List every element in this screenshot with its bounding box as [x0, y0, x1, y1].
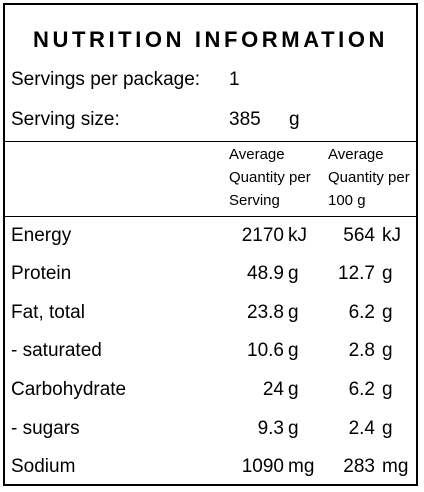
nutrient-label: Carbohydrate — [11, 379, 127, 400]
serving-unit: g — [288, 302, 299, 323]
per100-value: 12.7 — [338, 263, 375, 284]
header-per-100g-line1: Average — [328, 146, 384, 163]
per100-unit: g — [382, 379, 393, 400]
serving-unit: g — [288, 418, 299, 439]
divider-bottom — [5, 216, 416, 217]
panel-title: NUTRITION INFORMATION — [32, 27, 389, 52]
divider-top — [5, 141, 416, 142]
per100-value: 6.2 — [348, 379, 375, 400]
header-per-100g-line2: Quantity per — [328, 169, 410, 186]
serving-unit: g — [288, 379, 299, 400]
servings-per-package-label: Servings per package: — [11, 69, 201, 90]
serving-size-label: Serving size: — [11, 109, 120, 130]
serving-value: 24 — [262, 379, 284, 400]
serving-value: 23.8 — [247, 302, 284, 323]
nutrient-label: Sodium — [11, 456, 76, 477]
nutrient-label: Fat, total — [11, 302, 85, 323]
header-per-serving-line3: Serving — [229, 192, 280, 209]
serving-value: 48.9 — [247, 263, 284, 284]
serving-unit: mg — [288, 456, 315, 477]
header-per-serving-line2: Quantity per — [229, 169, 311, 186]
serving-unit: kJ — [288, 225, 307, 246]
per100-unit: g — [382, 418, 393, 439]
per100-value: 283 — [343, 456, 375, 477]
nutrient-label: Energy — [11, 225, 72, 246]
per100-unit: g — [382, 263, 393, 284]
per100-unit: kJ — [382, 225, 401, 246]
per100-value: 2.8 — [348, 340, 375, 361]
serving-value: 2170 — [241, 225, 284, 246]
nutrient-label: Protein — [11, 263, 72, 284]
per100-unit: g — [382, 340, 393, 361]
header-per-serving-line1: Average — [229, 146, 285, 163]
serving-value: 9.3 — [257, 418, 284, 439]
per100-value: 6.2 — [348, 302, 375, 323]
header-per-100g-line3: 100 g — [328, 192, 366, 209]
per100-unit: g — [382, 302, 393, 323]
serving-unit: g — [288, 340, 299, 361]
per100-value: 2.4 — [348, 418, 375, 439]
nutrient-label: - saturated — [11, 340, 102, 361]
servings-per-package-value: 1 — [229, 69, 240, 90]
serving-size-value: 385 — [229, 109, 261, 130]
serving-value: 10.6 — [247, 340, 284, 361]
nutrient-label: - sugars — [11, 418, 80, 439]
per100-value: 564 — [343, 225, 375, 246]
serving-size-unit: g — [289, 109, 300, 130]
per100-unit: mg — [382, 456, 409, 477]
serving-value: 1090 — [241, 456, 284, 477]
serving-unit: g — [288, 263, 299, 284]
nutrition-panel: NUTRITION INFORMATION Servings per packa… — [3, 3, 418, 486]
